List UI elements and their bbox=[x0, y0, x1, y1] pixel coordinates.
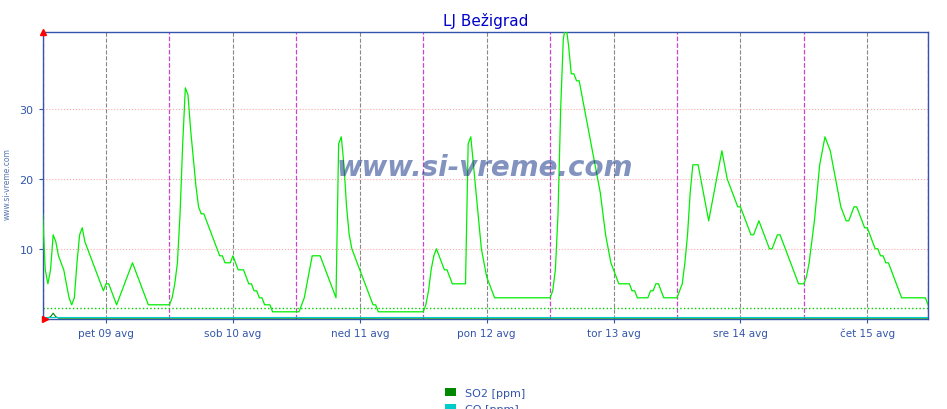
Legend: SO2 [ppm], CO [ppm], NO2 [ppm]: SO2 [ppm], CO [ppm], NO2 [ppm] bbox=[440, 384, 530, 409]
Text: www.si-vreme.com: www.si-vreme.com bbox=[3, 148, 12, 220]
Title: LJ Bežigrad: LJ Bežigrad bbox=[442, 13, 528, 29]
Text: www.si-vreme.com: www.si-vreme.com bbox=[337, 153, 634, 181]
